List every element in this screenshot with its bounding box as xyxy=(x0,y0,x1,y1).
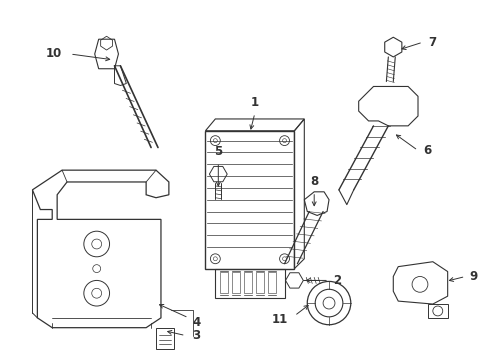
Bar xyxy=(156,328,173,349)
Bar xyxy=(244,271,251,293)
Text: 6: 6 xyxy=(422,144,430,157)
Text: 11: 11 xyxy=(271,313,287,326)
Text: 8: 8 xyxy=(309,175,318,188)
Bar xyxy=(205,131,294,269)
Bar xyxy=(267,271,275,293)
Text: 4: 4 xyxy=(192,316,201,329)
Text: 9: 9 xyxy=(468,270,477,283)
Bar xyxy=(255,271,263,293)
Text: 3: 3 xyxy=(192,329,200,342)
Bar xyxy=(220,271,228,293)
Bar xyxy=(215,269,284,298)
Text: 10: 10 xyxy=(46,48,62,60)
Bar xyxy=(232,271,240,293)
Text: 7: 7 xyxy=(427,36,435,49)
Text: 2: 2 xyxy=(332,274,341,287)
Text: 5: 5 xyxy=(214,145,222,158)
Text: 1: 1 xyxy=(250,96,259,109)
